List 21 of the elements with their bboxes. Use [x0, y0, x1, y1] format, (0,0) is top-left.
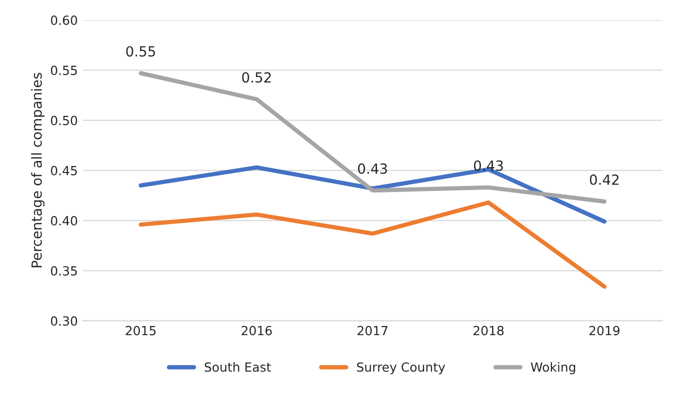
- y-axis-title: Percentage of all companies: [31, 72, 45, 268]
- x-tick-label: 2019: [589, 326, 620, 336]
- text: 0.50: [50, 116, 78, 126]
- x-tick-label: 2017: [358, 326, 388, 336]
- x-tick-label: 2018: [474, 326, 504, 336]
- data-label: 0.55: [126, 46, 156, 57]
- x-tick-label: 2016: [242, 326, 272, 336]
- legend-label: Surrey County: [357, 362, 446, 374]
- x-tick-label: 2015: [126, 326, 156, 336]
- data-label: 0.43: [474, 160, 503, 171]
- text: 0.35: [50, 266, 77, 276]
- data-label: 0.43: [358, 163, 387, 174]
- data-label: 0.42: [590, 174, 619, 185]
- legend-label: Woking: [530, 362, 576, 374]
- text: 0.55: [50, 66, 77, 76]
- text: 0.30: [50, 316, 78, 326]
- data-label: 0.52: [242, 72, 271, 83]
- text: 0.45: [50, 166, 77, 176]
- text: 0.60: [50, 16, 78, 25]
- text: 0.40: [50, 216, 78, 226]
- legend-label: South East: [204, 362, 271, 372]
